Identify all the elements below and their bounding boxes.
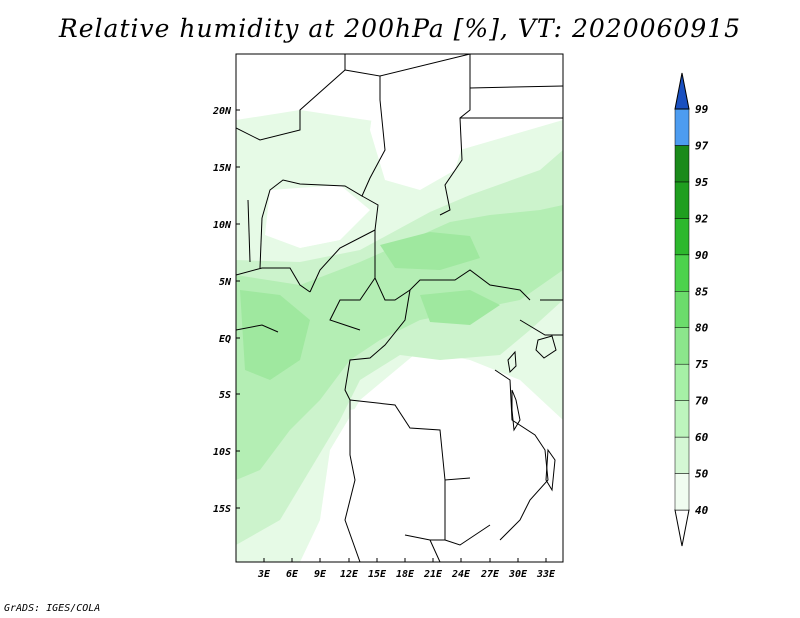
lon-label: 21E	[423, 569, 443, 580]
lat-label: 10S	[213, 447, 231, 458]
colorbar-label: 75	[695, 358, 709, 371]
lon-label: 33E	[536, 569, 556, 580]
colorbar-segment	[674, 218, 690, 256]
colorbar-segment	[674, 254, 690, 292]
lon-label: 15E	[368, 569, 387, 580]
lat-label: 15S	[213, 504, 231, 515]
lat-label: 20N	[212, 106, 232, 117]
lat-label: 10N	[213, 220, 232, 231]
colorbar-label: 95	[695, 176, 709, 189]
colorbar: 40 50 60 70 75 80 85 90 92 95 97 99	[674, 72, 709, 547]
colorbar-high-triangle	[674, 72, 690, 110]
colorbar-label: 40	[695, 504, 709, 517]
lon-label: 24E	[451, 569, 471, 580]
colorbar-label: 92	[695, 212, 709, 225]
credit-text: GrADS: IGES/COLA	[4, 603, 101, 614]
lon-label: 3E	[257, 569, 271, 580]
country-borders	[236, 54, 563, 562]
humidity-shading	[236, 60, 563, 562]
colorbar-segment	[674, 108, 690, 146]
colorbar-segment	[674, 291, 690, 328]
colorbar-segment	[674, 400, 690, 438]
lat-label: 15N	[213, 163, 232, 174]
colorbar-label: 50	[695, 468, 709, 481]
colorbar-label: 99	[695, 103, 709, 116]
map-title: Relative humidity at 200hPa [%], VT: 202…	[58, 14, 742, 43]
lon-label: 6E	[286, 569, 299, 580]
colorbar-segment	[674, 436, 690, 474]
colorbar-label: 80	[695, 322, 709, 335]
lon-label: 9E	[314, 569, 327, 580]
colorbar-segment	[674, 181, 690, 219]
lon-label: 27E	[480, 569, 500, 580]
colorbar-segment	[674, 473, 690, 511]
colorbar-label: 60	[695, 431, 709, 444]
colorbar-label: 85	[695, 285, 709, 298]
colorbar-low-triangle	[674, 509, 690, 547]
lat-label: 5S	[219, 390, 231, 401]
lon-label: 30E	[508, 569, 528, 580]
lon-label: 12E	[340, 569, 359, 580]
colorbar-label: 97	[695, 139, 709, 152]
colorbar-segment	[674, 327, 690, 365]
lat-label: 5N	[219, 277, 232, 288]
lon-label: 18E	[396, 569, 415, 580]
colorbar-label: 90	[695, 249, 709, 262]
lat-label: EQ	[219, 334, 231, 345]
colorbar-segment	[674, 145, 690, 183]
map-frame	[235, 53, 564, 563]
colorbar-segment	[674, 363, 690, 401]
lat-axis: 20N 15N 10N 5N EQ 5S 10S 15S	[212, 106, 232, 515]
lakes	[507, 335, 557, 492]
lon-axis: 3E 6E 9E 12E 15E 18E 21E 24E 27E 30E 33E	[257, 569, 556, 580]
colorbar-label: 70	[695, 395, 709, 408]
